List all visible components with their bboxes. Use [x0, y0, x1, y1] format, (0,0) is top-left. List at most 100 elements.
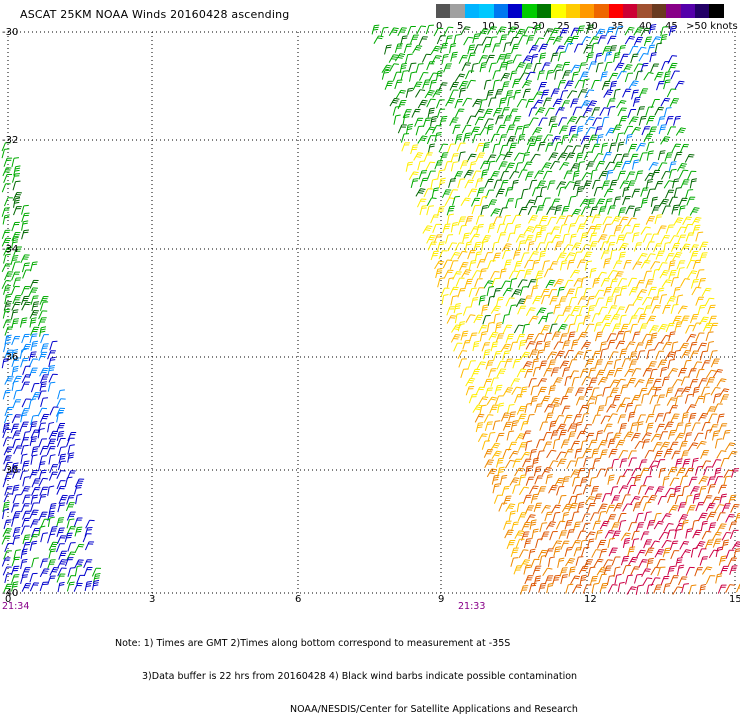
wind-barb	[673, 380, 683, 388]
wind-barb	[454, 304, 461, 314]
wind-barb	[579, 306, 587, 315]
wind-barb	[14, 390, 21, 399]
wind-barb	[21, 487, 30, 495]
wind-barb	[500, 269, 507, 279]
wind-barb	[453, 125, 461, 134]
wind-barb	[503, 288, 513, 296]
wind-barb	[596, 199, 605, 207]
wind-barb	[442, 54, 449, 64]
wind-barb	[660, 295, 667, 304]
wind-barb	[620, 286, 627, 295]
wind-barb	[401, 71, 408, 80]
wind-barb	[611, 315, 620, 323]
wind-barb	[550, 124, 558, 133]
wind-barb	[702, 531, 711, 539]
wind-barb	[652, 305, 661, 313]
wind-barb	[662, 514, 672, 522]
wind-barb	[505, 223, 513, 232]
wind-barb	[692, 458, 699, 468]
wind-barb	[4, 286, 11, 295]
wind-barb	[86, 520, 95, 528]
wind-barb	[578, 297, 587, 305]
wind-barb	[50, 567, 59, 575]
wind-barb	[602, 323, 611, 331]
wind-barb	[503, 215, 511, 224]
wind-barb	[92, 568, 101, 576]
wind-barb	[655, 215, 662, 224]
wind-barb	[581, 342, 591, 350]
wind-barb	[629, 81, 639, 89]
wind-barb	[493, 144, 500, 153]
wind-barb	[616, 332, 624, 340]
wind-barb	[701, 521, 708, 531]
wind-barb	[495, 90, 503, 99]
wind-barb	[474, 45, 483, 53]
wind-barb	[671, 414, 680, 422]
wind-barb	[560, 261, 567, 271]
wind-barb	[502, 250, 510, 259]
wind-barb	[658, 360, 667, 368]
wind-barb	[404, 44, 412, 53]
wind-barb	[660, 367, 667, 377]
wind-barb	[644, 134, 653, 142]
wind-barb	[696, 369, 704, 378]
wind-barb	[577, 126, 584, 136]
wind-barb	[57, 399, 66, 407]
wind-barb	[631, 567, 640, 575]
wind-barb	[564, 315, 574, 323]
wind-barb	[39, 495, 46, 504]
wind-barb	[518, 306, 526, 314]
wind-barb	[572, 146, 581, 154]
wind-barb	[58, 560, 67, 568]
wind-barb	[654, 513, 661, 522]
wind-barb	[524, 296, 533, 304]
wind-barb	[428, 108, 435, 118]
wind-barb	[716, 547, 723, 557]
wind-barb	[594, 187, 602, 196]
wind-barb	[450, 287, 459, 295]
wind-barb	[511, 522, 519, 531]
wind-barb	[520, 352, 530, 360]
wind-barb	[533, 566, 541, 575]
wind-barb	[658, 226, 667, 234]
wind-barb	[623, 89, 632, 97]
wind-barb	[458, 351, 467, 359]
wind-barb	[587, 53, 594, 62]
wind-barb	[430, 80, 437, 89]
wind-barb	[685, 154, 694, 162]
wind-barb	[619, 520, 626, 530]
wind-barb	[419, 73, 428, 81]
wind-barb	[510, 171, 520, 179]
wind-barb	[606, 370, 615, 378]
wind-barb	[636, 523, 644, 532]
wind-barb	[664, 80, 671, 89]
wind-barb	[657, 395, 665, 404]
wind-barb	[526, 515, 535, 523]
wind-barb	[416, 189, 426, 197]
wind-barb	[22, 583, 31, 591]
wind-barb	[645, 450, 654, 458]
wind-barb	[523, 125, 530, 135]
wind-barb	[513, 359, 521, 368]
wind-barb	[677, 468, 686, 476]
wind-barb	[484, 80, 491, 89]
wind-barb	[513, 485, 521, 494]
wind-barb	[579, 63, 586, 72]
wind-barb	[438, 170, 445, 180]
wind-barb	[409, 63, 417, 72]
wind-barb	[685, 394, 692, 403]
wind-barb	[436, 269, 443, 278]
wind-barb	[512, 180, 519, 190]
wind-barb	[615, 63, 625, 71]
wind-barb	[644, 73, 654, 81]
wind-barb	[458, 289, 466, 298]
wind-barb	[482, 305, 489, 315]
wind-barb	[585, 387, 593, 396]
wind-barb	[705, 430, 712, 440]
wind-barb	[621, 533, 631, 541]
wind-barb	[655, 181, 663, 189]
wind-barb	[605, 62, 613, 71]
wind-barb	[561, 440, 569, 448]
wind-barb	[31, 296, 39, 305]
wind-barb	[481, 206, 488, 215]
